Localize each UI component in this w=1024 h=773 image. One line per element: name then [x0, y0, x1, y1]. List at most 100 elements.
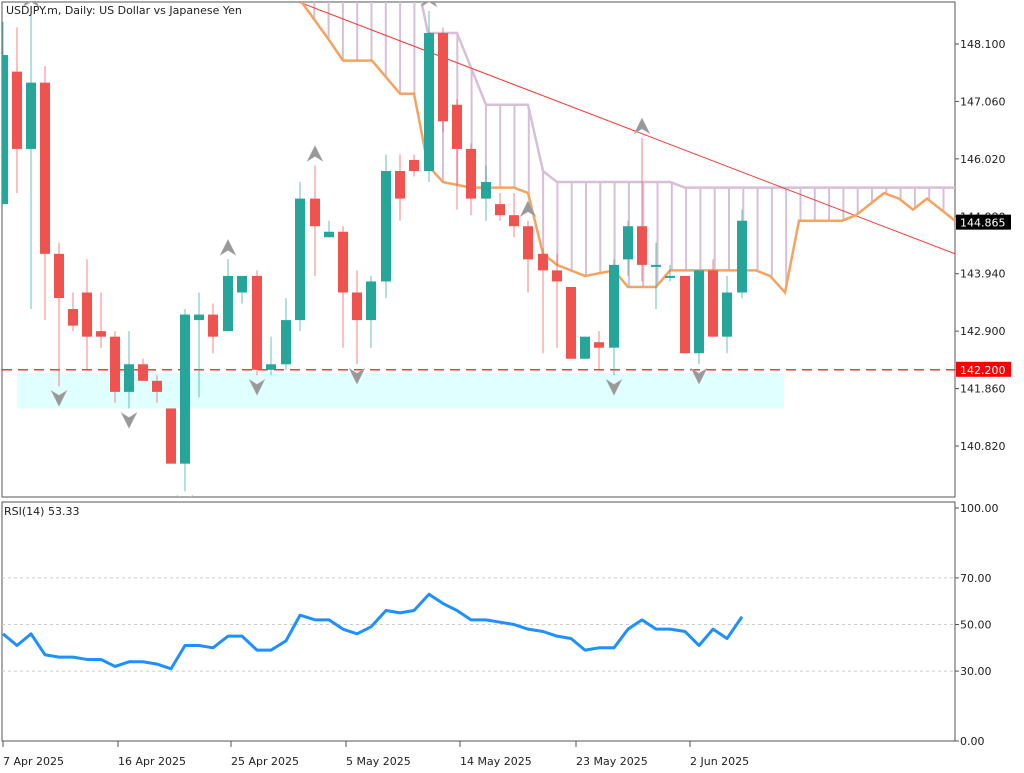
candle	[266, 336, 276, 376]
candle-body	[138, 364, 148, 381]
price-panel-frame	[1, 1, 956, 498]
rsi-label: RSI(14) 53.33	[4, 505, 80, 518]
price-tick-label: 143.940	[960, 268, 1006, 281]
candle	[538, 248, 548, 354]
candle	[594, 331, 604, 370]
candle-body	[580, 336, 590, 359]
candle-body	[166, 408, 176, 464]
candle	[623, 220, 633, 276]
candle	[208, 303, 218, 354]
candle-body	[68, 309, 78, 326]
price-tick-label: 141.860	[960, 383, 1006, 396]
candle	[424, 10, 434, 183]
candle-body	[12, 71, 22, 149]
time-tick-label: 23 May 2025	[576, 755, 648, 768]
candle-body	[694, 270, 704, 354]
candle	[609, 259, 619, 376]
fractal-up-icon	[420, 2, 438, 8]
candle	[566, 286, 576, 359]
candle	[708, 259, 718, 337]
rsi-tick-label: 50.00	[960, 619, 992, 632]
candle	[54, 242, 64, 387]
candle	[495, 193, 505, 221]
fractal-down-icon	[348, 367, 366, 385]
candle	[138, 358, 148, 381]
candle	[665, 264, 675, 282]
time-tick-label: 5 May 2025	[346, 755, 411, 768]
fractal-up-icon	[306, 144, 324, 163]
price-tick-label: 140.820	[960, 440, 1006, 453]
candle	[694, 270, 704, 365]
time-tick-label: 7 Apr 2025	[3, 755, 64, 768]
candle	[2, 21, 8, 205]
candle-body	[566, 286, 576, 359]
price-tick-label: 142.900	[960, 325, 1006, 338]
axes: 148.100147.060146.020144.980143.940142.9…	[2, 38, 1011, 768]
candle-body	[509, 215, 519, 227]
candle-body	[523, 226, 533, 260]
fractal-up-icon	[633, 117, 651, 135]
candle-body	[366, 281, 376, 321]
candle	[194, 292, 204, 398]
candle-body	[409, 159, 419, 172]
candle-body	[737, 220, 747, 293]
candle-body	[266, 364, 276, 370]
candle	[509, 193, 519, 238]
candle	[40, 66, 50, 321]
candle-body	[180, 314, 190, 464]
time-tick-label: 25 Apr 2025	[231, 755, 299, 768]
price-tick-label: 148.100	[960, 38, 1006, 51]
candle-body	[708, 270, 718, 337]
fractal-down-icon	[690, 367, 708, 385]
candle-body	[194, 314, 204, 321]
price-tick-label: 146.020	[960, 153, 1006, 166]
candle	[252, 270, 262, 376]
candle	[680, 275, 690, 354]
candle-body	[208, 314, 218, 337]
candle-body	[338, 231, 348, 293]
rsi-panel[interactable]	[1, 501, 956, 742]
candle	[481, 165, 491, 221]
time-tick-label: 14 May 2025	[460, 755, 532, 768]
candle	[223, 259, 233, 332]
candle-body	[651, 264, 661, 267]
candle-body	[110, 336, 120, 392]
price-plot	[2, 2, 955, 497]
fractal-down-icon	[50, 389, 68, 407]
candle-body	[466, 148, 476, 199]
candle	[26, 10, 36, 310]
candle-body	[295, 198, 305, 321]
candle	[580, 336, 590, 359]
candle	[324, 220, 334, 238]
current-price-label: 144.865	[960, 217, 1006, 230]
candle	[395, 154, 405, 221]
candle-body	[438, 32, 448, 122]
candle-body	[96, 331, 106, 337]
candle	[352, 270, 362, 365]
candle-body	[40, 82, 50, 254]
candle-body	[481, 182, 491, 199]
rsi-tick-label: 100.00	[960, 502, 999, 515]
time-tick-label: 2 Jun 2025	[690, 755, 749, 768]
candle	[722, 275, 732, 354]
support-price-badge	[956, 361, 1011, 377]
price-tick-label: 147.060	[960, 95, 1006, 108]
candle	[409, 154, 419, 177]
candle-body	[82, 292, 92, 337]
candle-body	[252, 275, 262, 370]
trendline	[297, 2, 955, 255]
price-panel[interactable]	[0, 0, 956, 511]
candle	[295, 182, 305, 332]
candle-body	[623, 226, 633, 260]
rsi-panel-frame	[1, 501, 956, 742]
candle	[552, 253, 562, 348]
candle-body	[381, 171, 391, 282]
rsi-line	[2, 592, 744, 671]
candle	[152, 375, 162, 403]
kijun-line	[300, 2, 955, 296]
fractal-up-icon	[219, 238, 237, 257]
candle-body	[54, 253, 64, 299]
support-price-label: 142.200	[960, 364, 1006, 377]
candle-body	[281, 320, 291, 365]
